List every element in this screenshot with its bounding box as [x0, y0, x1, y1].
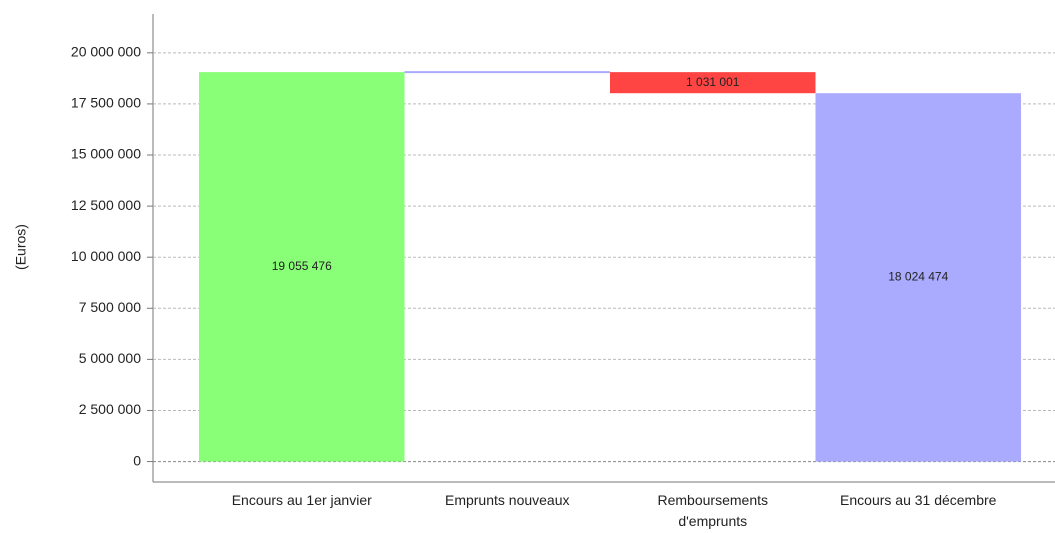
- y-tick-label: 20 000 000: [71, 44, 141, 60]
- bar: [815, 93, 1021, 462]
- y-tick-label: 12 500 000: [71, 197, 141, 213]
- x-tick-label: Encours au 1er janvier: [231, 492, 372, 508]
- x-tick-label: Remboursements d'emprunts: [657, 492, 769, 529]
- y-tick-label: 17 500 000: [71, 95, 141, 111]
- y-tick-label: 0: [133, 452, 141, 468]
- x-tick-label: Encours au 31 décembre: [840, 492, 997, 508]
- bar: [610, 72, 816, 94]
- y-axis-label: (Euros): [13, 224, 29, 270]
- bar: [199, 72, 405, 462]
- y-tick-label: 2 500 000: [79, 401, 141, 417]
- y-tick-label: 10 000 000: [71, 248, 141, 264]
- value-label: 18 024 474: [888, 270, 948, 284]
- y-tick-label: 7 500 000: [79, 299, 141, 315]
- y-tick-label: 5 000 000: [79, 350, 141, 366]
- x-tick-label: Emprunts nouveaux: [444, 492, 570, 508]
- value-label: 19 055 476: [272, 259, 332, 273]
- value-label: 1 031 001: [686, 75, 740, 89]
- y-tick-label: 15 000 000: [71, 146, 141, 162]
